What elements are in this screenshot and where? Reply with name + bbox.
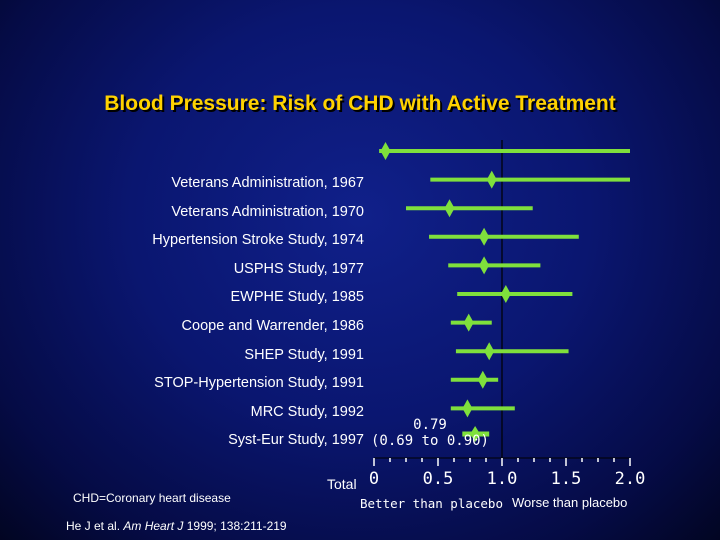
study-label: EWPHE Study, 1985 <box>230 289 364 306</box>
study-label: Hypertension Stroke Study, 1974 <box>152 232 364 249</box>
x-tick-label: 0.5 <box>422 469 454 489</box>
study-label: STOP-Hypertension Study, 1991 <box>154 375 364 392</box>
better-than-placebo-label: Better than placebo <box>360 496 503 511</box>
estimate-marker <box>479 227 490 246</box>
estimate-marker <box>462 399 473 418</box>
study-label: Veterans Administration, 1970 <box>171 203 364 220</box>
estimate-marker <box>500 285 511 303</box>
worse-than-placebo-label: Worse than placebo <box>512 495 628 510</box>
estimate-marker <box>479 256 490 275</box>
study-label: USPHS Study, 1977 <box>233 260 364 277</box>
pooled-value: 0.79 <box>413 417 447 433</box>
estimate-marker <box>486 170 497 189</box>
study-label: MRC Study, 1992 <box>250 403 364 420</box>
citation-journal: Am Heart J <box>123 519 184 533</box>
abbreviation-note: CHD=Coronary heart disease <box>73 491 231 505</box>
pooled-estimate-marker <box>470 426 481 442</box>
study-label: Veterans Administration, 1967 <box>171 175 364 191</box>
estimate-marker <box>444 199 455 218</box>
estimate-marker <box>463 313 474 332</box>
citation-details: 1999; 138:211-219 <box>186 519 287 533</box>
study-label: Syst-Eur Study, 1997 <box>228 432 364 449</box>
estimate-marker <box>380 142 391 160</box>
x-tick-label: 1.0 <box>486 469 518 489</box>
x-tick-label: 2.0 <box>614 469 646 489</box>
x-tick-label: 1.5 <box>550 469 582 489</box>
estimate-marker <box>484 342 495 361</box>
citation-authors: He J et al. <box>66 519 121 533</box>
pooled-ci: (0.69 to 0.90) <box>370 433 489 449</box>
study-label: Coope and Warrender, 1986 <box>181 318 364 334</box>
study-label: SHEP Study, 1991 <box>244 346 364 363</box>
x-tick-label: 0 <box>368 469 380 489</box>
estimate-marker <box>477 370 488 389</box>
total-label: Total <box>327 476 357 492</box>
citation: He J et al. Am Heart J 1999; 138:211-219 <box>66 519 287 533</box>
chart-title: Blood Pressure: Risk of CHD with Active … <box>104 92 616 115</box>
